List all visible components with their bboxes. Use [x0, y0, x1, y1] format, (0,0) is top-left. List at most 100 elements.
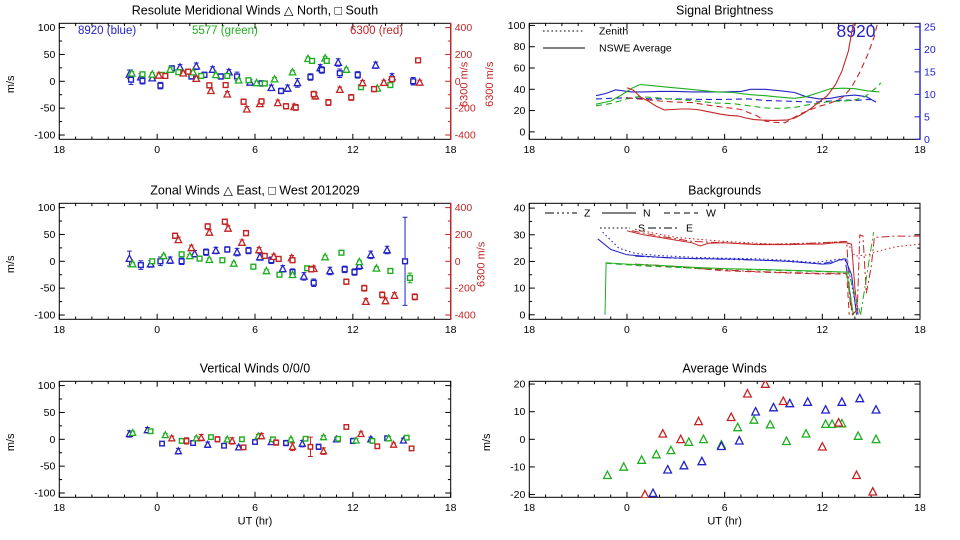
- legend-label: W: [706, 208, 716, 220]
- axes-box: [528, 202, 921, 320]
- panel-meridional-winds: 18 0 6 12 18 100 50 0 -50 -100 m/s 400 200 0 -200 -400 6…: [5, 3, 476, 156]
- series-8920-west: [137, 216, 409, 306]
- y-tick-label: -100: [34, 310, 55, 322]
- x-tick-label: 18: [523, 324, 535, 336]
- y2-tick-label: 400: [455, 22, 473, 34]
- panel-zonal-winds: 18 0 6 12 18 100 50 0 -50 -100 m/s 400 200 0 -200 -400 6…: [5, 183, 488, 335]
- y2-tick-label: 5: [924, 111, 930, 123]
- panel-backgrounds: 18 0 6 12 18 40 30 20 10 0 Backgrounds Z N W S E: [514, 183, 926, 335]
- y2-tick-label: 0: [455, 76, 461, 88]
- x-tick-label: 6: [252, 144, 258, 156]
- x-tick-label: 12: [347, 502, 359, 514]
- y-tick-label: 20: [514, 256, 526, 268]
- y2-tick-label: 200: [455, 229, 473, 241]
- x-tick-label: 18: [53, 144, 65, 156]
- x-tick-label: 18: [523, 144, 535, 156]
- panel-title: Zonal Winds △ East, □ West 2012029: [150, 183, 359, 197]
- y-tick-label: 20: [514, 379, 526, 391]
- y-tick-label: 10: [514, 283, 526, 295]
- series-avg-8920: [648, 392, 881, 498]
- y2-axis-title: 6300 m/s: [476, 241, 488, 287]
- y2-tick-label: 0: [455, 256, 461, 268]
- series-5577-zenith: [595, 82, 882, 109]
- x-tick-label: 6: [722, 502, 728, 514]
- y-tick-label: 10: [514, 406, 526, 418]
- series-6300-zenith: [626, 22, 879, 124]
- x-tick-label: 18: [53, 324, 65, 336]
- y2-tick-label: 25: [924, 21, 936, 33]
- x-tick-label: 18: [445, 502, 457, 514]
- series-bg-6300-low-e: [635, 263, 856, 316]
- x-tick-label: 0: [154, 324, 160, 336]
- y2-tick-label: 400: [455, 202, 473, 214]
- y-axis-title: 6300 m/s: [484, 61, 496, 107]
- legend-label: N: [643, 208, 651, 220]
- series-5577-south: [139, 57, 394, 91]
- panel-title: Resolute Meridional Winds △ North, □ Sou…: [132, 3, 378, 17]
- panel-title: Signal Brightness: [676, 3, 773, 17]
- y2-tick-label: 200: [455, 49, 473, 61]
- y-tick-label: -100: [34, 130, 55, 142]
- series-6300-nswe: [626, 22, 854, 121]
- y2-tick-label: -400: [455, 130, 476, 142]
- y-tick-label: -20: [510, 489, 525, 501]
- series-6300-south: [162, 57, 422, 111]
- annotation-8920: 8920: [837, 21, 876, 41]
- y-axis-title: m/s: [481, 433, 493, 451]
- panel-average-winds: 18 0 6 12 18 UT (hr) 20 10 0 -10 -20 m/s Average Win…: [481, 361, 926, 527]
- y-tick-label: 0: [49, 76, 55, 88]
- x-tick-label: 6: [252, 502, 258, 514]
- y-tick-label: 0: [49, 256, 55, 268]
- y-tick-label: -10: [510, 461, 525, 473]
- y2-axis-title: 6300 m/s: [459, 61, 471, 107]
- legend-label: E: [686, 223, 693, 235]
- x-tick-label: 12: [816, 324, 828, 336]
- annotation-6300-red-: 6300 (red): [350, 25, 403, 37]
- series-bg-6300-e: [631, 230, 920, 316]
- series-bg-5577-e: [860, 232, 875, 315]
- series-bg-8920-z: [635, 255, 854, 315]
- x-tick-label: 12: [816, 502, 828, 514]
- y-tick-label: 100: [38, 202, 56, 214]
- y-tick-label: 50: [44, 229, 56, 241]
- series-5577-nswe: [595, 83, 880, 105]
- y2-tick-label: 0: [924, 134, 930, 146]
- legend-label: S: [638, 223, 645, 235]
- x-tick-label: 12: [347, 324, 359, 336]
- legend-label: Zenith: [599, 26, 628, 38]
- panel-vertical-winds: 18 0 6 12 18 UT (hr) 100 50 0 -50 -100 m/s Vertical …: [5, 361, 457, 527]
- y-axis-title: m/s: [5, 255, 17, 273]
- y-tick-label: 100: [508, 20, 526, 32]
- y-tick-label: 50: [44, 49, 56, 61]
- x-tick-label: 0: [154, 144, 160, 156]
- y2-tick-label: 10: [924, 89, 936, 101]
- y-tick-label: -50: [40, 461, 55, 473]
- x-tick-label: 12: [347, 144, 359, 156]
- y2-tick-label: 20: [924, 44, 936, 56]
- y2-tick-label: -200: [455, 103, 476, 115]
- y-tick-label: 100: [38, 380, 56, 392]
- y-axis-title: m/s: [5, 75, 17, 93]
- series-bg-6300-n: [626, 230, 859, 315]
- series-6300-vert-a: [167, 429, 398, 455]
- series-bg-5577-w: [605, 262, 862, 315]
- series-8920-nswe: [595, 88, 877, 103]
- x-tick-label: 18: [914, 502, 926, 514]
- y-tick-label: -50: [40, 103, 55, 115]
- series-bg-8920-n: [597, 238, 857, 315]
- y-tick-label: 40: [514, 84, 526, 96]
- x-tick-label: 18: [445, 144, 457, 156]
- y-tick-label: 50: [44, 407, 56, 419]
- series-bg-8920-s: [602, 231, 859, 315]
- x-tick-label: 6: [252, 324, 258, 336]
- y-axis-title: m/s: [5, 433, 17, 451]
- series-5577-east: [128, 251, 381, 279]
- series-6300-west: [171, 218, 418, 301]
- series-5577-west: [149, 249, 414, 284]
- x-tick-label: 0: [624, 144, 630, 156]
- x-tick-label: 0: [624, 324, 630, 336]
- x-tick-label: 18: [523, 502, 535, 514]
- x-tick-label: 18: [445, 324, 457, 336]
- annotation-8920-blue-: 8920 (blue): [78, 25, 136, 37]
